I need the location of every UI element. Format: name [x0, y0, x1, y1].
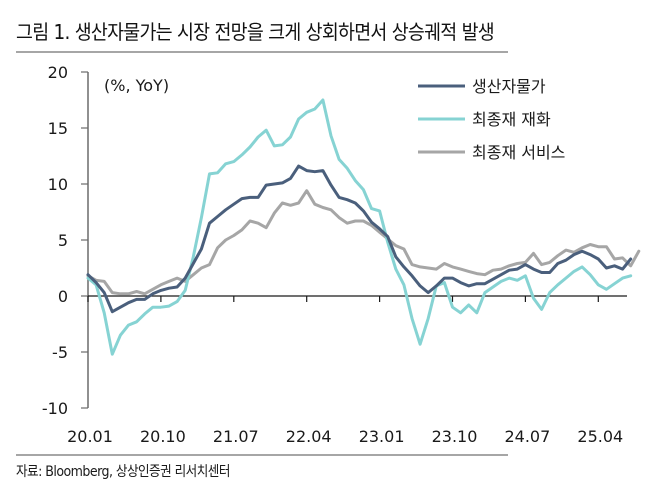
x-tick-label: 20.10: [140, 427, 186, 446]
title-divider: [16, 51, 508, 53]
unit-label: (%, YoY): [104, 76, 169, 95]
y-tick-label: 15: [48, 119, 68, 138]
x-tick-label: 24.07: [504, 427, 550, 446]
y-tick-label: -5: [52, 343, 68, 362]
series-line-services: [86, 189, 641, 296]
chart-title: 그림 1. 생산자물가는 시장 전망을 크게 상회하면서 상승궤적 발생: [16, 20, 495, 44]
axes: 20 15 10 5 0 -5 -10 20.01 20.10 21.07 22.04 23.01 23…: [42, 63, 627, 446]
legend-label-services: 최종재 서비스: [472, 143, 565, 162]
y-tick-label: -10: [42, 399, 68, 418]
series-lines: [86, 98, 641, 356]
source-note: 자료: Bloomberg, 상상인증권 리서치센터: [16, 464, 230, 480]
x-tick-label: 21.07: [213, 427, 259, 446]
x-tick-label: 23.10: [432, 427, 478, 446]
x-tick-label: 23.01: [359, 427, 405, 446]
x-tick-label: 22.04: [286, 427, 332, 446]
y-tick-label: 10: [48, 175, 68, 194]
legend-label-goods: 최종재 재화: [472, 110, 551, 129]
x-tick-label: 20.01: [67, 427, 113, 446]
y-tick-label: 0: [58, 287, 68, 306]
x-tick-label: 25.04: [577, 427, 623, 446]
y-tick-label: 20: [48, 63, 68, 82]
series-line-ppi: [86, 164, 633, 314]
y-tick-label: 5: [58, 231, 68, 250]
source-divider: [16, 454, 508, 456]
series-line-goods: [86, 98, 633, 356]
legend-label-ppi: 생산자물가: [472, 77, 546, 96]
